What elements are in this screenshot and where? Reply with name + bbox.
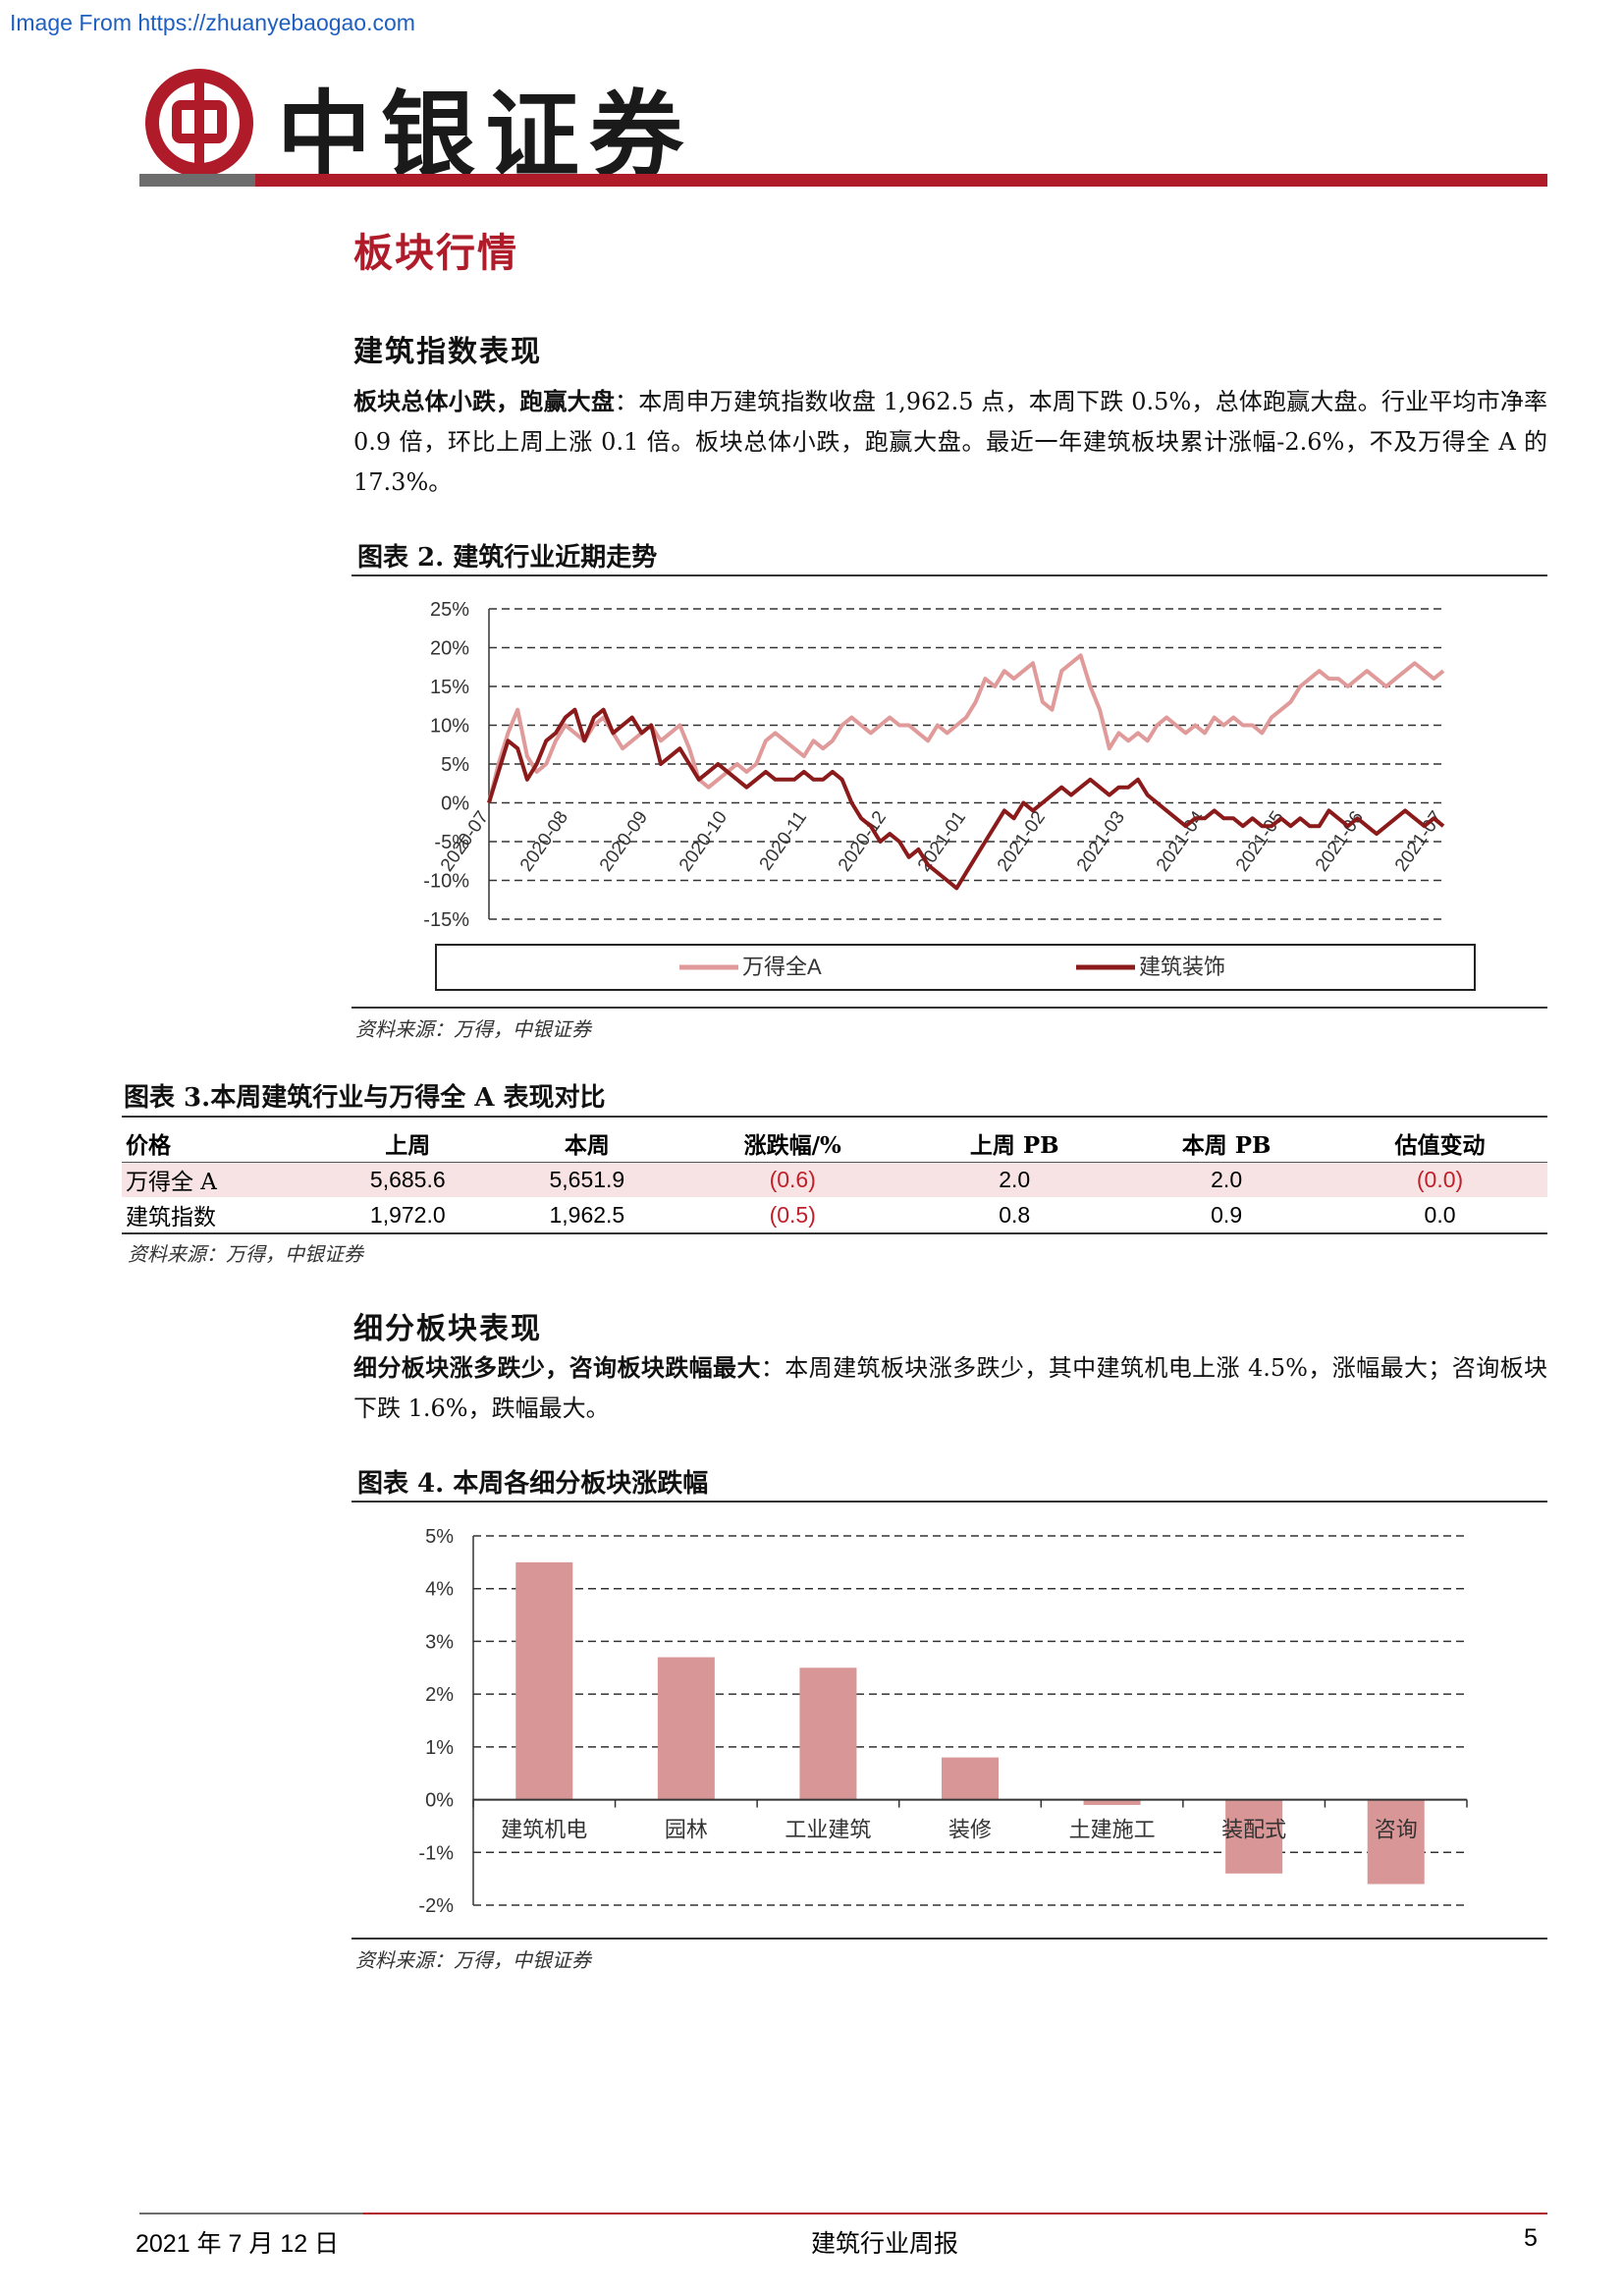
y-tick-label: -10% [423, 871, 469, 893]
footer-date: 2021 年 7 月 12 日 [135, 2230, 340, 2258]
y-tick-label: 1% [425, 1737, 454, 1759]
bar [515, 1561, 573, 1800]
paragraph-lead: 细分板块涨多跌少，咨询板块跌幅最大 [353, 1353, 761, 1382]
comparison-table: 价格 上周 本周 涨跌幅/% 上周 PB 本周 PB 估值变动 万得全 A 5,… [122, 1124, 1547, 1232]
table-cell: (0.5) [769, 1201, 816, 1228]
source-link[interactable]: Image From https://zhuanyebaogao.com [10, 10, 415, 35]
table-cell: 0.9 [1211, 1201, 1243, 1228]
table-cell: 0.0 [1424, 1201, 1456, 1228]
bar [1083, 1799, 1141, 1805]
figure-4-top-rule [352, 1501, 1547, 1503]
x-category-label: 装配式 [1221, 1818, 1286, 1842]
y-tick-label: -5% [434, 832, 469, 853]
bar [1367, 1799, 1425, 1885]
bar [942, 1757, 999, 1800]
figure-4-title: 图表 4. 本周各细分板块涨跌幅 [357, 1469, 709, 1499]
y-tick-label: -1% [418, 1842, 454, 1864]
figure-4-source: 资料来源：万得，中银证券 [355, 1948, 591, 1972]
footer-title: 建筑行业周报 [811, 2229, 959, 2258]
figure-2-bottom-rule [352, 1007, 1547, 1009]
header-bar-red [255, 174, 1547, 187]
y-tick-label: 25% [430, 599, 469, 621]
table-header-row: 价格 上周 本周 涨跌幅/% 上周 PB 本周 PB 估值变动 [122, 1124, 1547, 1162]
bar [1225, 1799, 1283, 1874]
y-tick-label: 5% [441, 754, 469, 776]
paragraph-body: ：本周建筑板块涨多跌少，其中建筑机电上涨 4.5%，涨幅最大；咨询板块下跌 1.… [353, 1354, 1547, 1422]
col-header-change: 涨跌幅/% [743, 1131, 841, 1159]
col-header-price: 价格 [126, 1131, 171, 1159]
x-category-label: 装修 [948, 1818, 992, 1842]
header-bar-gray [139, 174, 255, 187]
figure-3-bottom-rule [122, 1232, 1547, 1234]
paragraph-sectors: 细分板块涨多跌少，咨询板块跌幅最大：本周建筑板块涨多跌少，其中建筑机电上涨 4.… [353, 1347, 1547, 1429]
figure-2-source: 资料来源：万得，中银证券 [355, 1017, 591, 1041]
y-tick-label: 0% [425, 1790, 454, 1812]
col-header-this-pb: 本周 PB [1181, 1131, 1272, 1159]
col-header-this-week: 本周 [564, 1131, 610, 1159]
bar [657, 1657, 715, 1800]
series-line-1 [487, 653, 1445, 803]
y-tick-label: 5% [425, 1526, 454, 1548]
table-cell: 2.0 [908, 1162, 1121, 1197]
bar-chart: 5% 4% 3% 2% 1% 0% -1% -2% 建筑机电 园林 工业建筑 装修 土建施工 装配式 咨询 [418, 1526, 1468, 1917]
x-category-label: 工业建筑 [785, 1818, 871, 1842]
figure-4-bottom-rule [352, 1938, 1547, 1940]
table-cell: (0.0) [1332, 1162, 1547, 1197]
figure-2-top-rule [352, 574, 1547, 576]
bank-logo [145, 69, 253, 177]
y-tick-label: 3% [425, 1631, 454, 1653]
y-tick-label: 10% [430, 716, 469, 738]
col-header-valuation-change: 估值变动 [1394, 1131, 1486, 1159]
col-header-last-pb: 上周 PB [969, 1131, 1059, 1159]
footer-rule-gray [139, 2213, 363, 2214]
y-tick-label: 4% [425, 1579, 454, 1601]
page-number: 5 [1524, 2224, 1538, 2252]
y-tick-label: 2% [425, 1684, 454, 1706]
section-title: 板块行情 [353, 230, 518, 276]
x-category-label: 建筑机电 [501, 1818, 587, 1842]
table-row: 万得全 A 5,685.6 5,651.9 (0.6) 2.0 2.0 (0.0… [122, 1162, 1547, 1197]
legend-label: 万得全A [742, 955, 822, 979]
legend-label: 建筑装饰 [1139, 955, 1225, 979]
table-row: 建筑指数 1,972.0 1,962.5 (0.5) 0.8 0.9 0.0 [122, 1197, 1547, 1232]
x-category-label: 咨询 [1375, 1818, 1418, 1842]
bar [799, 1667, 857, 1800]
table-cell: 建筑指数 [126, 1205, 216, 1230]
y-tick-label: -15% [423, 909, 469, 931]
figure-3-top-rule [122, 1116, 1547, 1118]
table-cell: 0.8 [999, 1201, 1031, 1228]
x-tick-label: 2020-08 [516, 807, 572, 875]
brand-name: 中银证券 [277, 80, 693, 191]
x-category-label: 土建施工 [1069, 1818, 1156, 1842]
bank-logo-icon [145, 69, 253, 177]
subsection-title-sectors: 细分板块表现 [353, 1312, 542, 1346]
subsection-title-index: 建筑指数表现 [353, 335, 542, 369]
table-cell: 1,962.5 [549, 1201, 625, 1228]
figure-2-title: 图表 2. 建筑行业近期走势 [357, 543, 658, 573]
paragraph-lead: 板块总体小跌，跑赢大盘 [353, 387, 616, 415]
figure-3-title: 图表 3.本周建筑行业与万得全 A 表现对比 [124, 1083, 606, 1113]
table-cell: 5,651.9 [497, 1162, 677, 1197]
y-tick-label: 20% [430, 638, 469, 660]
line-chart: 25%20%15%10%5%0%-5%-10%-15%2020-07 2020-0… [423, 599, 1476, 991]
y-tick-label: 15% [430, 677, 469, 698]
y-tick-label: -2% [418, 1895, 454, 1917]
table-cell: 2.0 [1120, 1162, 1333, 1197]
figure-3-source: 资料来源：万得，中银证券 [128, 1242, 363, 1266]
table-cell: 万得全 A [122, 1162, 318, 1197]
footer-rule-red [363, 2213, 1547, 2214]
table-cell: 5,685.6 [318, 1162, 498, 1197]
table-cell: (0.6) [677, 1162, 909, 1197]
paragraph-body: ：本周申万建筑指数收盘 1,962.5 点，本周下跌 0.5%，总体跑赢大盘。行… [353, 388, 1548, 496]
y-tick-label: 0% [441, 793, 469, 815]
legend-box [435, 944, 1476, 991]
series-line-2 [487, 707, 1445, 891]
paragraph-index: 板块总体小跌，跑赢大盘：本周申万建筑指数收盘 1,962.5 点，本周下跌 0.… [353, 381, 1547, 503]
table-cell: 1,972.0 [369, 1201, 446, 1228]
x-category-label: 园林 [665, 1818, 708, 1842]
col-header-last-week: 上周 [385, 1131, 431, 1159]
